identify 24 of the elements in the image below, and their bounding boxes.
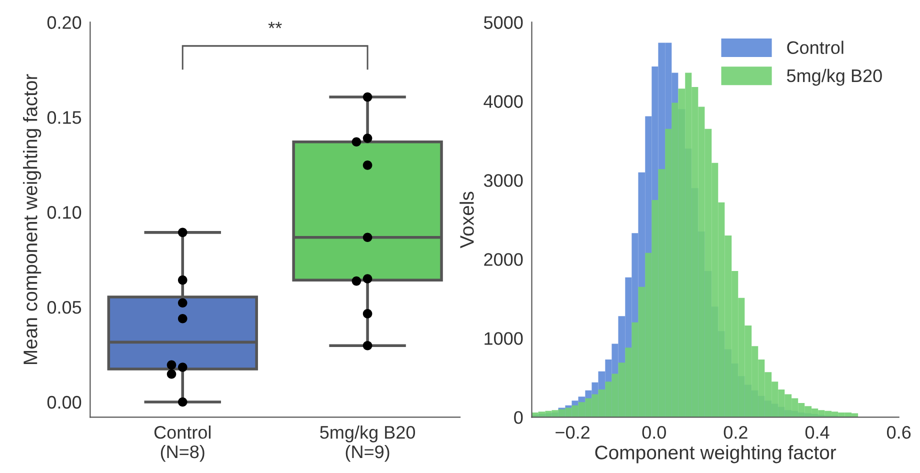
y-tick-label: 0 [514,411,523,424]
x-tick-label: −0.2 [556,426,590,439]
x-tick-label: 0.0 [642,426,666,439]
y-tick-label: 0.00 [47,396,82,409]
x-tick-label: 0.2 [724,426,748,439]
y-tick-label: 0.20 [47,16,82,29]
legend-label: Control [787,40,844,54]
y-tick-label: 0.10 [47,206,82,219]
annotation: ** [268,22,282,28]
y-tick-label: 0.15 [47,111,82,124]
y-axis-title: Voxels [460,192,474,248]
y-tick-label: 0.05 [47,300,82,314]
y-axis-title: Mean component weighting factor [23,74,42,364]
y-tick-label: 1000 [484,332,523,345]
x-tick-label: 5mg/kg B20 (N=9) [320,426,416,462]
y-tick-label: 3000 [484,174,523,187]
x-tick-label: 0.6 [886,426,911,439]
x-tick-label: 0.4 [805,426,830,439]
y-tick-label: 2000 [484,253,523,266]
x-tick-label: Control (N=8) [154,426,211,462]
legend-label: 5mg/kg B20 [786,68,882,86]
y-tick-label: 4000 [484,95,523,108]
y-tick-label: 5000 [484,16,523,29]
x-axis-title: Component weighting factor [595,445,836,464]
